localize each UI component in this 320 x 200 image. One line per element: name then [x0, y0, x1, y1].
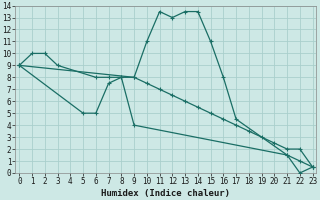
- X-axis label: Humidex (Indice chaleur): Humidex (Indice chaleur): [101, 189, 230, 198]
